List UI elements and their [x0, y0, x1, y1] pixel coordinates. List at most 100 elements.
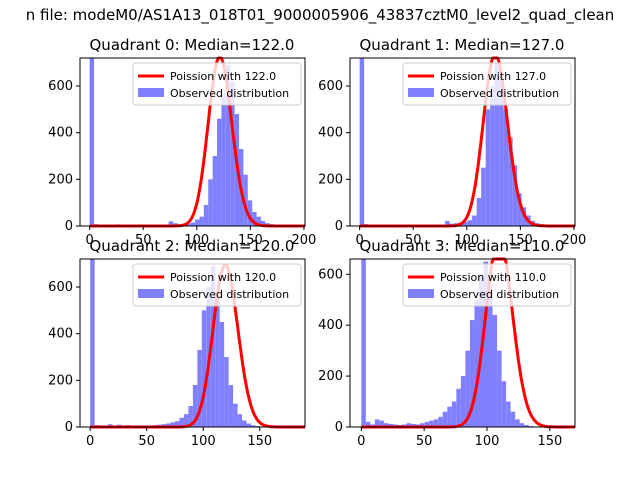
x-tick-label: 100	[184, 233, 209, 248]
y-tick-label: 600	[318, 267, 343, 282]
y-tick-label: 0	[335, 219, 343, 234]
figure-suptitle: n file: modeM0/AS1A13_018T01_9000005906_…	[26, 6, 615, 25]
subplot-quadrant-1: 0 50 100 150 200 0 200 400 600 Poission with 127.…	[318, 36, 586, 248]
histogram-bar	[411, 423, 416, 427]
legend-hist-swatch	[138, 289, 164, 298]
histogram-bar	[230, 81, 235, 226]
legend-box	[132, 62, 302, 106]
histogram-bar	[190, 222, 196, 226]
subplot-quadrant-2: 0 50 100 150 0 200 400 600 Poission with 120.0 Ob…	[48, 237, 306, 449]
legend-label-observed: Observed distribution	[170, 288, 289, 301]
histogram-bar	[186, 223, 191, 226]
x-tick-label: 50	[416, 434, 433, 449]
legend: Poission with 127.0 Observed distribution	[402, 62, 572, 106]
legend-label-poisson: Poission with 120.0	[170, 271, 276, 284]
x-tick-label: 150	[247, 434, 272, 449]
histogram-bar	[433, 419, 439, 427]
histogram-bar	[201, 310, 207, 427]
histogram-bar	[388, 423, 393, 427]
x-tick-label: 0	[356, 233, 364, 248]
histogram-bar	[465, 350, 470, 427]
histogram-bar	[170, 422, 176, 427]
histogram-bar	[233, 403, 238, 427]
histogram-bar	[488, 284, 493, 427]
histogram-bar	[469, 320, 475, 427]
histogram-bar	[199, 216, 204, 226]
y-tick-label: 200	[48, 172, 73, 187]
subplot-title: Quadrant 1: Median=127.0	[360, 36, 565, 54]
histogram-bar	[90, 259, 95, 427]
histogram-bar	[460, 376, 466, 427]
plot-area	[89, 259, 306, 429]
y-tick-label: 600	[48, 280, 73, 295]
histogram-bar	[424, 421, 430, 427]
y-tick-label: 600	[48, 79, 73, 94]
histogram-bar	[250, 425, 256, 427]
histogram-bar	[524, 424, 529, 427]
histogram-bar	[429, 420, 434, 427]
histogram-bar	[89, 58, 95, 226]
histogram-bar	[506, 401, 511, 427]
axes-frame	[349, 57, 576, 227]
histogram-bar	[508, 137, 513, 226]
histogram-bar	[203, 205, 209, 226]
histogram-bar	[510, 411, 516, 427]
legend-label-poisson: Poission with 110.0	[440, 271, 546, 284]
legend-label-observed: Observed distribution	[440, 288, 559, 301]
legend-box	[132, 263, 302, 307]
x-tick-label: 200	[562, 233, 587, 248]
y-tick-label: 200	[318, 172, 343, 187]
histogram-bar	[379, 420, 384, 427]
subplot-quadrant-0: 0 50 100 150 200 0 200 400 600 Poission with 122.…	[48, 36, 316, 248]
axes-frame	[79, 57, 306, 227]
legend-label-observed: Observed distribution	[170, 87, 289, 100]
legend-label-poisson: Poission with 122.0	[170, 70, 276, 83]
histogram-bar	[221, 95, 226, 226]
histogram-bar	[438, 416, 443, 427]
histogram-bar	[210, 266, 216, 427]
histogram-bar	[447, 406, 452, 427]
x-tick-label: 100	[191, 434, 216, 449]
x-tick-label: 0	[86, 233, 94, 248]
histogram-bar	[197, 350, 202, 427]
histogram-bar	[472, 215, 477, 226]
y-tick-label: 400	[318, 318, 343, 333]
histogram-bar	[483, 261, 489, 427]
legend: Poission with 110.0 Observed distribution	[402, 263, 572, 307]
histogram-bar	[219, 322, 225, 427]
x-tick-label: 50	[135, 233, 152, 248]
axes-frame	[79, 258, 306, 428]
x-tick-label: 0	[86, 434, 94, 449]
x-tick-label: 150	[238, 233, 263, 248]
x-tick-label: 50	[405, 233, 422, 248]
x-tick-label: 100	[454, 233, 479, 248]
histogram-bar	[383, 423, 389, 427]
histogram-bar	[528, 425, 534, 427]
x-tick-label: 50	[138, 434, 155, 449]
histogram-bar	[492, 315, 498, 427]
legend-hist-swatch	[408, 289, 434, 298]
x-tick-label: 200	[292, 233, 317, 248]
histogram-bar	[476, 198, 482, 226]
histogram-bar	[188, 406, 193, 427]
histogram-bar	[517, 193, 522, 226]
histogram-bar	[246, 423, 251, 427]
histogram-bar	[228, 385, 234, 427]
y-tick-label: 0	[65, 219, 73, 234]
x-tick-label: 100	[475, 434, 500, 449]
y-tick-label: 400	[48, 126, 73, 141]
subplot-quadrant-3: 0 50 100 150 0 200 400 600 Poission with 110.0 Ob…	[318, 237, 576, 449]
histogram-bar	[168, 221, 174, 226]
histogram-bar	[467, 220, 473, 226]
histogram-bar	[515, 419, 520, 427]
histogram-bar	[183, 414, 189, 427]
histogram-bar	[490, 86, 495, 226]
legend-hist-swatch	[408, 88, 434, 97]
histogram-bar	[497, 350, 502, 427]
histogram-bar	[481, 167, 486, 226]
legend-label-observed: Observed distribution	[440, 87, 559, 100]
histogram-bar	[374, 419, 380, 427]
legend-label-poisson: Poission with 127.0	[440, 70, 546, 83]
x-tick-label: 150	[537, 434, 562, 449]
histogram-bar	[225, 65, 231, 226]
